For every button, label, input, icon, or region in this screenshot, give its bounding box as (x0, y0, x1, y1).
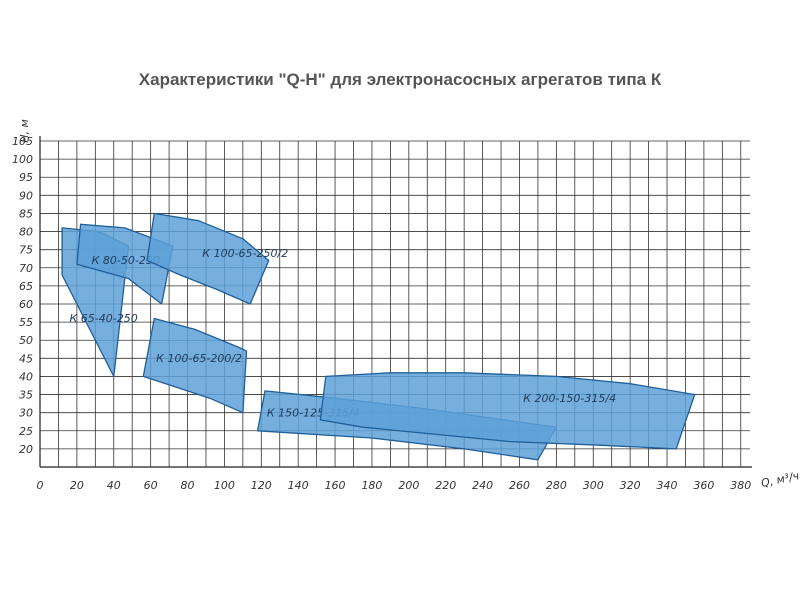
pump-zone-area (146, 212, 270, 305)
x-tick-label: 120 (251, 479, 272, 492)
x-tick-label: 320 (620, 479, 641, 492)
pump-zone-label: К 200-150-315/4 (523, 392, 616, 405)
y-tick-label: 105 (12, 135, 33, 148)
x-tick-label: 160 (325, 479, 346, 492)
x-axis-label: Q, м³/час (760, 467, 800, 490)
x-tick-label: 260 (509, 479, 530, 492)
y-tick-label: 25 (19, 425, 33, 438)
y-tick-label: 80 (19, 226, 33, 239)
y-tick-label: 90 (19, 189, 33, 202)
pump-zone-label: К 100-65-200/2 (156, 352, 242, 365)
x-tick-label: 340 (657, 479, 678, 492)
y-tick-label: 70 (19, 262, 33, 275)
y-tick-label: 60 (19, 298, 33, 311)
pump-zone-label: К 65-40-250 (70, 312, 138, 325)
y-tick-label: 45 (19, 352, 33, 365)
pump-zone: К 100-65-200/2 (142, 317, 248, 414)
y-axis-label: H, м (18, 119, 31, 143)
y-tick-label: 85 (19, 207, 33, 220)
pump-zone-area (319, 372, 696, 450)
pump-zone: К 80-50-250 (76, 223, 174, 305)
x-tick-label: 140 (288, 479, 309, 492)
x-tick-label: 240 (472, 479, 493, 492)
y-tick-label: 55 (19, 316, 33, 329)
x-tick-label: 300 (583, 479, 604, 492)
pump-zone: К 200-150-315/4 (319, 372, 696, 450)
x-tick-label: 180 (361, 479, 382, 492)
y-tick-label: 20 (19, 443, 33, 456)
y-tick-label: 30 (19, 407, 33, 420)
y-tick-label: 50 (19, 334, 33, 347)
y-tick-label: 75 (19, 244, 33, 257)
pump-zone-label: К 100-65-250/2 (202, 247, 288, 260)
y-tick-label: 65 (19, 280, 33, 293)
x-tick-label: 40 (107, 479, 121, 492)
y-tick-label: 100 (12, 153, 33, 166)
x-tick-label: 220 (435, 479, 456, 492)
pump-zone: К 100-65-250/2 (146, 212, 288, 305)
y-tick-label: 40 (19, 370, 33, 383)
pump-zone-label: К 80-50-250 (92, 254, 160, 267)
chart-title: Характеристики "Q-H" для электронасосных… (138, 70, 662, 89)
x-tick-label: 100 (214, 479, 235, 492)
y-tick-label: 35 (19, 389, 33, 402)
x-tick-label: 0 (37, 479, 44, 492)
x-tick-label: 200 (398, 479, 419, 492)
x-tick-label: 280 (546, 479, 567, 492)
pump-zone-area (76, 223, 174, 305)
pump-zone-area (142, 317, 248, 414)
x-tick-label: 380 (730, 479, 751, 492)
x-tick-label: 80 (181, 479, 195, 492)
y-tick-label: 95 (19, 171, 33, 184)
x-tick-label: 20 (70, 479, 84, 492)
x-tick-label: 360 (693, 479, 714, 492)
x-tick-label: 60 (144, 479, 158, 492)
